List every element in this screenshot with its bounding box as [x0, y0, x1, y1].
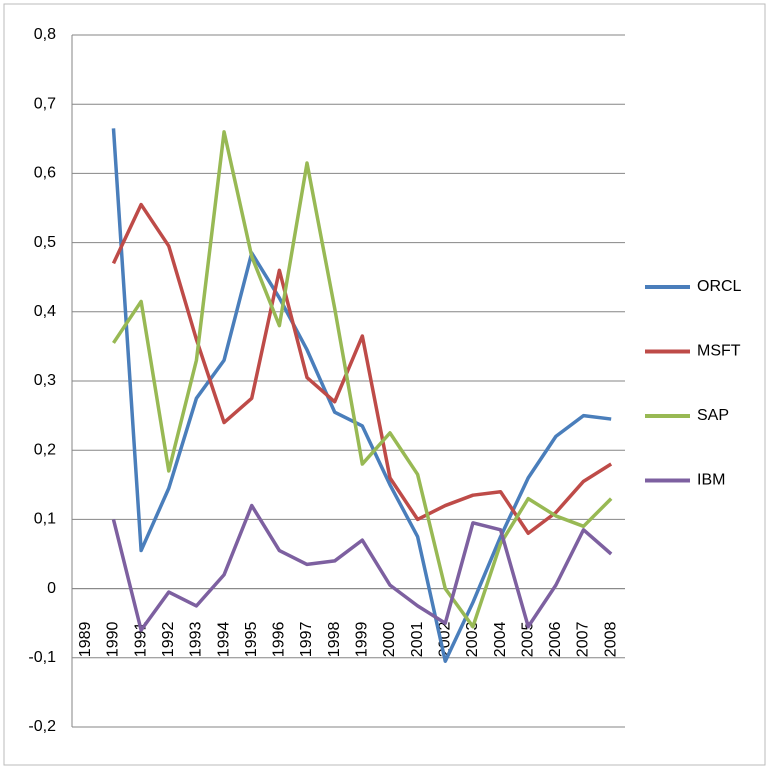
legend-label: MSFT [697, 343, 741, 360]
x-tick-label: 1992 [160, 621, 177, 657]
x-tick-label: 1999 [354, 621, 371, 657]
y-tick-label: 0,6 [34, 165, 56, 182]
line-series [111, 202, 613, 535]
legend-label: IBM [697, 472, 725, 489]
x-tick-label: 1993 [188, 621, 205, 657]
x-tick-label: 1991 [132, 621, 149, 657]
x-tick-label: 1996 [271, 621, 288, 657]
x-tick-label: 1997 [298, 621, 315, 657]
y-tick-label: -0,1 [28, 649, 56, 666]
x-tick-label: 2000 [381, 621, 398, 657]
legend-label: ORCL [697, 278, 742, 295]
line-series [111, 128, 612, 664]
line-series [111, 503, 613, 632]
x-tick-label: 1994 [215, 621, 232, 657]
x-tick-label: 2007 [575, 621, 592, 657]
y-tick-label: 0,2 [34, 441, 56, 458]
x-tick-label: 2004 [492, 621, 509, 657]
x-tick-label: 2006 [547, 621, 564, 657]
y-tick-label: 0,8 [34, 26, 56, 43]
y-tick-label: 0,7 [34, 95, 56, 112]
x-tick-label: 1995 [243, 621, 260, 657]
y-tick-label: 0,3 [34, 372, 56, 389]
y-tick-label: 0,5 [34, 234, 56, 251]
y-tick-label: 0,1 [34, 511, 56, 528]
y-tick-label: 0 [47, 580, 56, 597]
x-tick-label: 1990 [105, 621, 122, 657]
y-tick-label: -0,2 [28, 718, 56, 735]
x-tick-label: 1989 [77, 621, 94, 657]
y-tick-label: 0,4 [34, 303, 56, 320]
legend-label: SAP [697, 407, 729, 424]
x-tick-label: 2005 [519, 621, 536, 657]
x-tick-label: 2003 [464, 621, 481, 657]
x-tick-label: 2008 [602, 621, 619, 657]
x-tick-label: 2001 [409, 621, 426, 657]
line-series [112, 130, 613, 629]
x-tick-label: 1998 [326, 621, 343, 657]
